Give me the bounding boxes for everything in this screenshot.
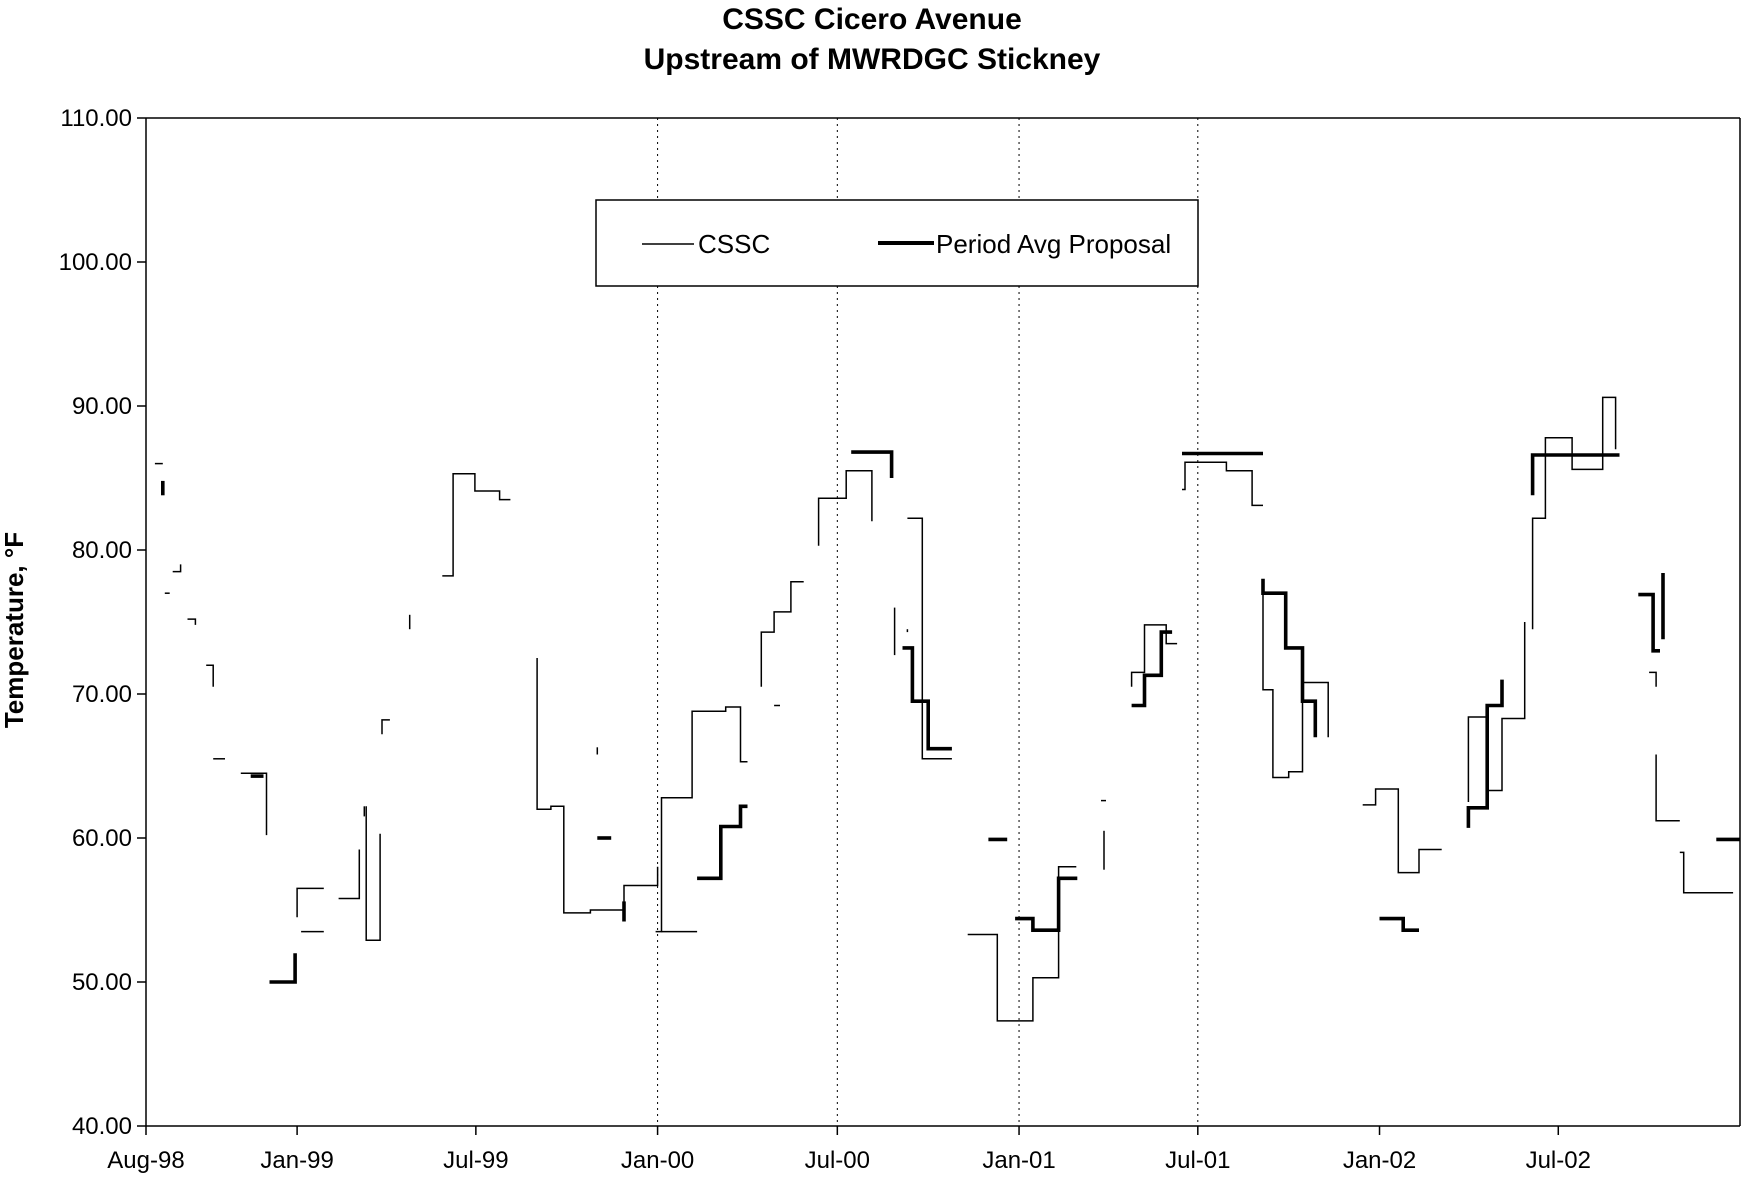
series-line-cssc <box>817 470 873 546</box>
series-line-cssc <box>365 806 381 941</box>
y-tick-label: 70.00 <box>72 681 132 708</box>
series-line-cssc <box>1679 851 1734 894</box>
chart-title: CSSC Cicero Avenue <box>722 3 1022 36</box>
series-line-cssc <box>907 517 952 760</box>
x-tick-label: Aug-98 <box>107 1147 184 1174</box>
series-line-cssc <box>1182 461 1263 507</box>
legend-label-cssc: CSSC <box>698 229 770 259</box>
series-line-period-avg-proposal <box>1466 679 1504 828</box>
series-line-period-avg-proposal <box>1261 578 1318 738</box>
series-line-cssc <box>338 849 361 900</box>
series-line-cssc <box>1467 622 1526 802</box>
y-tick-label: 50.00 <box>72 969 132 996</box>
plot-frame <box>146 117 1741 1126</box>
chart-title-block: CSSC Cicero Avenue Upstream of MWRDGC St… <box>0 0 1744 80</box>
series-line-cssc <box>760 580 804 687</box>
x-tick-label: Jan-02 <box>1343 1147 1416 1174</box>
series-layer <box>154 396 1740 1022</box>
x-tick-label: Jan-99 <box>260 1147 333 1174</box>
y-tick-label: 60.00 <box>72 825 132 852</box>
y-tick-label: 100.00 <box>59 249 132 276</box>
x-tick-label: Jan-00 <box>621 1147 694 1174</box>
y-tick-label: 40.00 <box>72 1113 132 1140</box>
series-line-cssc <box>1655 754 1680 822</box>
series-line-cssc <box>1649 671 1657 687</box>
series-line-cssc <box>240 772 268 836</box>
y-tick-label: 80.00 <box>72 537 132 564</box>
axis-layer: 40.00 50.00 60.00 70.00 80.00 90.00 100.00 110.… <box>59 105 1740 1174</box>
series-line-period-avg-proposal <box>1530 453 1620 496</box>
series-line-cssc <box>655 706 748 933</box>
series-line-cssc <box>1531 396 1617 630</box>
series-line-cssc <box>1130 624 1178 687</box>
legend: CSSC Period Avg Proposal <box>595 199 1199 287</box>
y-tick-label: 110.00 <box>60 105 132 132</box>
series-line-period-avg-proposal <box>851 450 894 478</box>
series-line-period-avg-proposal <box>269 953 297 984</box>
x-tick-label: Jul-00 <box>805 1147 870 1174</box>
series-line-period-avg-proposal <box>1015 876 1078 933</box>
series-line-cssc <box>381 719 390 735</box>
series-line-cssc <box>296 887 324 918</box>
x-tick-label: Jan-01 <box>982 1147 1055 1174</box>
x-tick-label: Jul-02 <box>1526 1147 1591 1174</box>
series-line-cssc <box>536 658 659 914</box>
y-axis-label: Temperature, °F <box>0 532 29 728</box>
series-line-period-avg-proposal <box>697 804 748 881</box>
series-line-cssc <box>172 564 182 573</box>
y-tick-label: 90.00 <box>72 393 132 420</box>
chart-subtitle: Upstream of MWRDGC Stickney <box>643 43 1101 76</box>
x-tick-label: Jul-01 <box>1165 1147 1230 1174</box>
series-line-cssc <box>1262 593 1329 779</box>
series-line-cssc <box>206 664 214 687</box>
series-line-period-avg-proposal <box>1379 916 1419 933</box>
series-line-period-avg-proposal <box>902 646 952 751</box>
series-line-cssc <box>442 472 511 577</box>
series-line-cssc <box>1362 788 1442 874</box>
legend-label-period-avg-proposal: Period Avg Proposal <box>936 229 1171 259</box>
series-line-period-avg-proposal <box>1131 630 1173 708</box>
series-line-cssc <box>187 618 197 625</box>
series-line-period-avg-proposal <box>1638 592 1660 653</box>
x-tick-label: Jul-99 <box>443 1147 508 1174</box>
